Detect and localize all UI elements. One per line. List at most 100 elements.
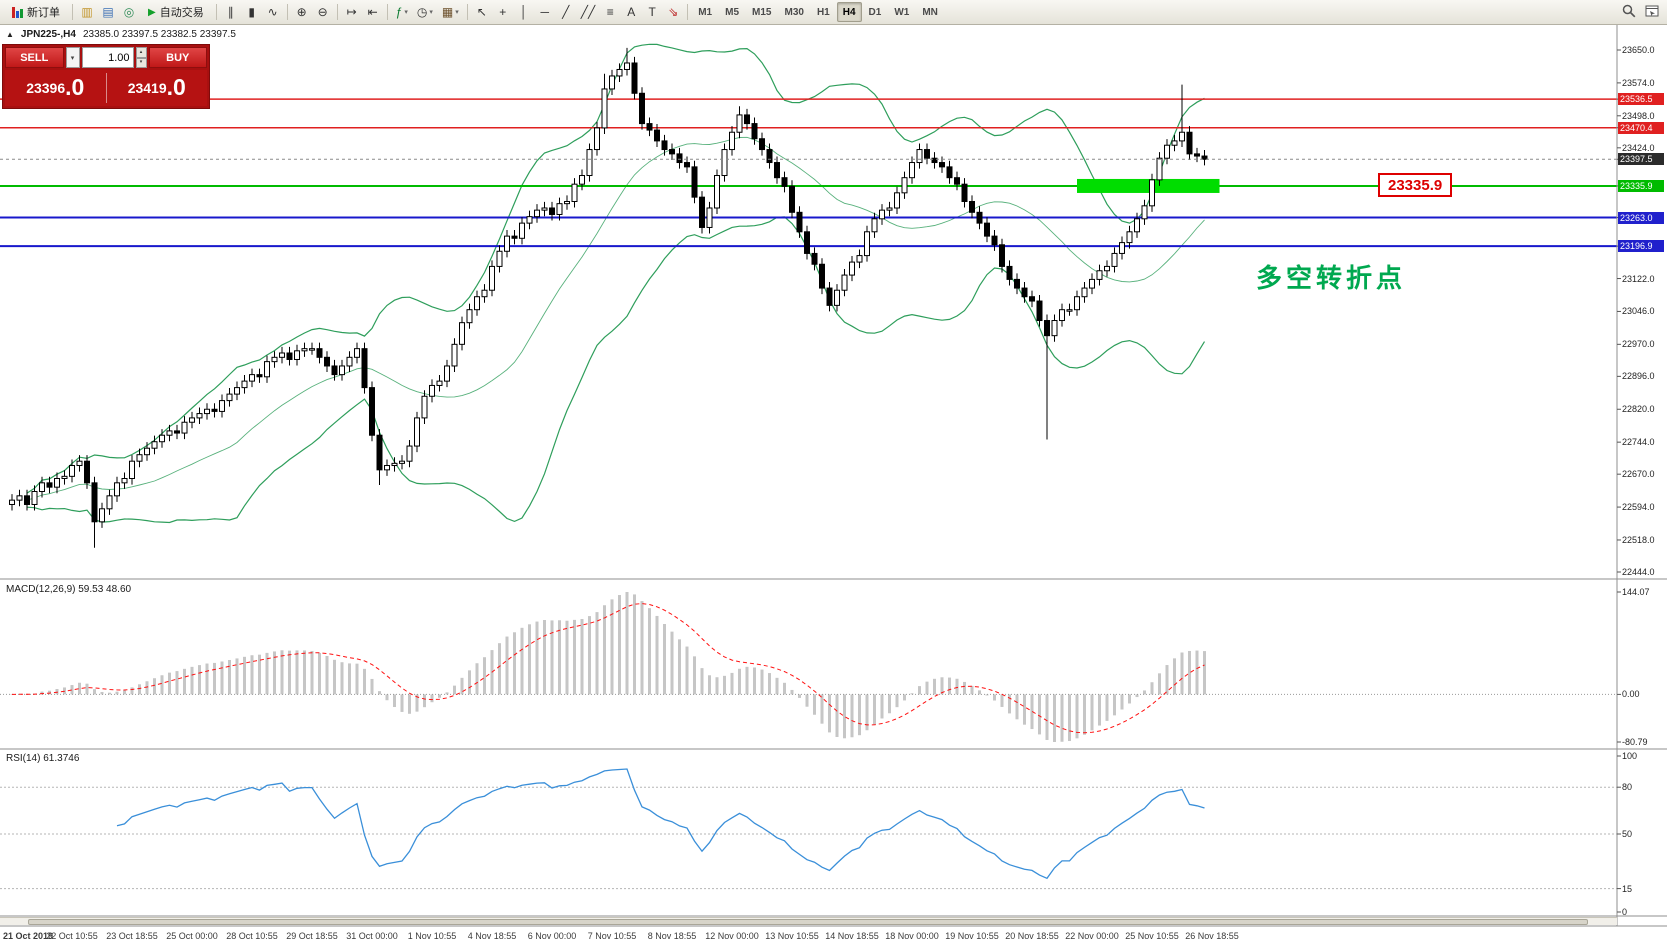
horizontal-level-lines: [0, 98, 1617, 248]
data-window-button[interactable]: ▤: [98, 2, 118, 23]
zoom-out-icon: ⊖: [317, 5, 328, 19]
toolbar-separator: [336, 4, 338, 20]
buy-button[interactable]: BUY: [148, 47, 207, 68]
line-chart-button[interactable]: ∿: [263, 2, 283, 23]
auto-scroll-button[interactable]: ↦: [342, 2, 362, 23]
market-watch-button[interactable]: ▥: [77, 2, 97, 23]
buy-price-display[interactable]: 23419 .0: [107, 70, 208, 106]
price-marker: 23335.9: [1618, 179, 1664, 192]
sell-button[interactable]: SELL: [5, 47, 64, 68]
volume-input[interactable]: [81, 47, 134, 68]
navigator-button[interactable]: ◎: [119, 2, 139, 23]
time-axis-label: 14 Nov 18:55: [825, 931, 879, 941]
volume-down-button[interactable]: ▾: [135, 57, 147, 68]
timeframe-m30-button[interactable]: M30: [778, 2, 809, 22]
cursor-button[interactable]: ↖: [472, 2, 492, 23]
indicators-icon: ƒ: [395, 5, 403, 19]
timeframe-w1-button[interactable]: W1: [888, 2, 915, 22]
price-tick: 23046.0: [1622, 306, 1655, 317]
turning-point-annotation: 多空转折点: [1256, 263, 1407, 293]
time-axis-label: 13 Nov 10:55: [765, 931, 819, 941]
bars-chart-button[interactable]: ∥: [221, 2, 241, 23]
trade-panel-divider: [105, 73, 107, 103]
auto-trading-icon: ▶: [148, 6, 156, 18]
templates-button[interactable]: ▦ ▾: [438, 2, 463, 23]
bollinger-bands: [26, 43, 1206, 524]
timeframe-h4-button[interactable]: H4: [836, 2, 862, 22]
horizontal-scrollbar: [0, 917, 1617, 925]
one-click-panel-toggle-icon[interactable]: ▲: [6, 30, 14, 39]
indicators-button[interactable]: ƒ ▾: [392, 2, 412, 23]
symbol-info-bar: ▲ JPN225-,H4 23385.0 23397.5 23382.5 233…: [6, 29, 236, 40]
time-axis-label: 31 Oct 00:00: [346, 931, 398, 941]
periods-button[interactable]: ◷ ▾: [413, 2, 437, 23]
macd-axis-tick: -80.79: [1622, 737, 1648, 747]
time-axis-label: 22 Oct 10:55: [46, 931, 98, 941]
timeframe-mn-button[interactable]: MN: [916, 2, 944, 22]
rsi-indicator-label: RSI(14) 61.3746: [6, 753, 80, 764]
vertical-line-button[interactable]: │: [514, 2, 534, 23]
data-window-icon: ▤: [102, 5, 114, 19]
vertical-line-icon: │: [520, 5, 528, 19]
horizontal-line-button[interactable]: ─: [535, 2, 555, 23]
volume-up-button[interactable]: ▴: [135, 47, 147, 58]
timeframe-d1-button[interactable]: D1: [863, 2, 888, 22]
new-order-label: 新订单: [27, 7, 60, 19]
quick-nav-icon: [1645, 4, 1659, 21]
symbol-ohlc: 23385.0 23397.5 23382.5 23397.5: [82, 29, 236, 40]
timeframe-m15-button[interactable]: M15: [746, 2, 777, 22]
fibonacci-retracement-button[interactable]: ≡: [600, 2, 620, 23]
text-button[interactable]: A: [621, 2, 641, 23]
equidistant-channel-button[interactable]: ╱╱: [577, 2, 599, 23]
zoom-in-button[interactable]: ⊕: [292, 2, 312, 23]
candles-layer: [9, 47, 1208, 548]
price-marker: 23536.5: [1618, 93, 1664, 106]
time-axis-label: 26 Nov 18:55: [1185, 931, 1239, 941]
rsi-axis-tick: 80: [1622, 782, 1633, 793]
buy-price-pips: .0: [166, 73, 186, 100]
quick-nav-button[interactable]: [1641, 2, 1663, 23]
main-toolbar: 新订单 ▥ ▤ ◎ ▶ 自动交易 ∥ ▮ ∿ ⊕ ⊖ ↦ ⇤ ƒ ▾ ◷ ▾ ▦ ▾ ↖ + │ ─ ╱ ╱╱ ≡ A T ⇘ M1 M5 M…: [0, 0, 1667, 25]
text-label-button[interactable]: T: [642, 2, 662, 23]
price-tick: 22444.0: [1622, 567, 1655, 577]
search-button[interactable]: [1618, 2, 1640, 23]
zoom-out-button[interactable]: ⊖: [313, 2, 333, 23]
new-order-button[interactable]: 新订单: [4, 2, 68, 23]
macd-histogram: [0, 592, 1617, 742]
volume-preset-dropdown[interactable]: ▾: [65, 47, 80, 68]
price-axis: 23650.0 23574.0 23498.0 23424.0 23122.0 23046…: [1618, 0, 1667, 952]
text-icon: A: [627, 5, 636, 19]
rsi-axis-tick: 100: [1622, 751, 1638, 761]
search-icon: [1622, 4, 1636, 21]
macd-axis-tick: 0.00: [1622, 689, 1640, 700]
timeframe-m1-button[interactable]: M1: [692, 2, 718, 22]
support-level-price-label[interactable]: 23335.9: [1378, 172, 1453, 197]
chart-shift-button[interactable]: ⇤: [363, 2, 383, 23]
timeframe-h1-button[interactable]: H1: [811, 2, 836, 22]
candlestick-chart-button[interactable]: ▮: [242, 2, 262, 23]
volume-stepper: ▴ ▾: [135, 47, 147, 68]
chart-shift-icon: ⇤: [367, 5, 378, 19]
time-axis-label: 4 Nov 18:55: [467, 931, 517, 941]
toolbar-separator: [466, 4, 468, 20]
price-tick: 23650.0: [1622, 45, 1655, 55]
time-axis-label: 18 Nov 00:00: [885, 931, 939, 941]
trendline-button[interactable]: ╱: [556, 2, 576, 23]
arrow-marker-button[interactable]: ⇘: [663, 2, 683, 23]
time-axis-label: 1 Nov 10:55: [407, 931, 457, 941]
horizontal-line-icon: ─: [540, 5, 550, 19]
crosshair-button[interactable]: +: [493, 2, 513, 23]
price-marker: 23196.9: [1618, 240, 1664, 253]
symbol-name: JPN225-,H4: [20, 29, 76, 40]
scrollbar-thumb[interactable]: [28, 919, 1588, 925]
chevron-down-icon: ▾: [404, 9, 408, 16]
timeframe-m5-button[interactable]: M5: [719, 2, 745, 22]
sell-price-display[interactable]: 23396 .0: [5, 70, 106, 106]
cursor-icon: ↖: [476, 5, 487, 19]
time-axis-label: 28 Oct 10:55: [226, 931, 278, 941]
price-tick: 22670.0: [1622, 469, 1655, 480]
toolbar-separator: [286, 4, 288, 20]
auto-trading-button[interactable]: ▶ 自动交易: [140, 2, 212, 23]
panel-separators: [0, 25, 1667, 927]
